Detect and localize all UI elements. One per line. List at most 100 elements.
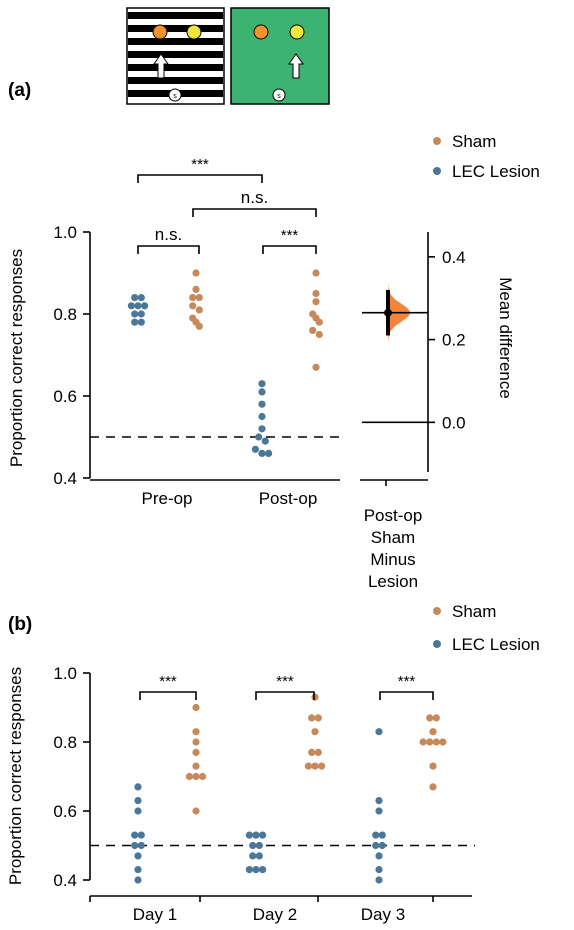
x-tick-label: Pre-op — [141, 489, 192, 508]
arena-stripe — [128, 25, 223, 32]
sham-point — [314, 748, 322, 757]
lesion-point — [252, 866, 260, 874]
sham-point — [192, 738, 200, 746]
sham-point — [192, 772, 200, 781]
lesion-point — [131, 831, 139, 839]
sham-point — [308, 714, 316, 722]
sham-point — [195, 322, 203, 330]
sham-point — [315, 330, 323, 339]
legend-sham-marker — [433, 607, 441, 615]
bracket-preop-lesion-vs-sham — [137, 245, 200, 254]
lesion-point — [134, 866, 142, 874]
lesion-point — [258, 449, 266, 457]
lesion-point — [251, 445, 259, 453]
orange-object-icon — [253, 24, 269, 40]
start-marker-label: s — [277, 93, 281, 100]
lesion-point — [134, 302, 142, 310]
sham-point — [304, 762, 312, 770]
lesion-point — [255, 433, 263, 441]
plot-layer: 0.4 0.6 0.8 1.0 Pre-op Post-op *** n.s. n.s. *** 0… — [53, 156, 475, 924]
lesion-point — [258, 425, 266, 433]
legend-lesion-label: LEC Lesion — [452, 162, 540, 181]
lesion-point — [137, 310, 145, 318]
y-tick-label: 0.8 — [53, 305, 77, 324]
lesion-point — [127, 302, 135, 310]
lesion-point — [375, 728, 383, 736]
yellow-object-icon — [289, 24, 305, 40]
sham-point — [311, 728, 319, 736]
bracket-preop-vs-postop-lesion — [137, 174, 263, 183]
lesion-point — [134, 797, 142, 805]
lesion-point — [131, 841, 139, 850]
effect-label-line-4: Lesion — [368, 572, 418, 591]
lesion-point — [259, 831, 267, 839]
lesion-point — [134, 807, 142, 815]
sham-point — [308, 748, 316, 757]
sham-point — [315, 318, 323, 326]
bracket-day1-label: *** — [159, 673, 177, 690]
legend-lesion-marker — [433, 640, 441, 648]
lesion-point — [375, 852, 383, 860]
bracket-postop-lesion-vs-sham-label: *** — [281, 227, 299, 244]
lesion-point — [258, 380, 266, 388]
lesion-point — [372, 831, 380, 839]
lesion-point — [255, 841, 263, 850]
lesion-point — [258, 388, 266, 396]
lesion-point — [378, 831, 386, 839]
mean-difference-tick-label: 0.2 — [442, 331, 466, 350]
x-tick-label: Post-op — [259, 489, 318, 508]
legend-b: Sham LEC Lesion — [433, 602, 540, 654]
x-tick-label: Day 1 — [133, 905, 177, 924]
x-tick-label: Day 3 — [361, 905, 405, 924]
arena-stripe — [128, 38, 223, 45]
sham-point — [192, 703, 200, 712]
arena-stripe — [128, 12, 223, 19]
lesion-point — [375, 866, 383, 874]
legend-lesion-label: LEC Lesion — [452, 635, 540, 654]
start-marker-label: s — [173, 93, 177, 100]
sham-point — [419, 738, 427, 746]
lesion-point — [137, 841, 145, 850]
bracket-day3-label: *** — [398, 673, 416, 690]
legend-sham-marker — [433, 137, 441, 145]
orange-object-icon — [152, 24, 168, 40]
lesion-point — [375, 876, 383, 884]
lesion-point — [375, 807, 383, 815]
sham-point — [311, 693, 319, 701]
lesion-point — [245, 866, 253, 874]
sham-point — [426, 738, 434, 746]
sham-point — [195, 294, 203, 302]
legend-lesion-marker — [433, 167, 441, 175]
mean-difference-axis-label: Mean difference — [496, 277, 515, 399]
bracket-preop-vs-postop-sham — [192, 208, 317, 217]
sham-point — [432, 738, 440, 746]
legend-sham-label: Sham — [452, 132, 496, 151]
bracket-preop-vs-postop-sham-label: n.s. — [241, 188, 268, 207]
lesion-point — [137, 318, 145, 326]
sham-point — [312, 363, 320, 371]
bracket-day1 — [139, 691, 197, 700]
sham-point — [439, 738, 447, 746]
sham-point — [192, 748, 200, 757]
arena-stripe — [128, 51, 223, 58]
lesion-point — [245, 831, 253, 839]
sham-point — [189, 302, 197, 310]
y-tick-label: 0.6 — [53, 387, 77, 406]
bracket-day3 — [379, 691, 434, 700]
yellow-object-icon — [186, 24, 202, 40]
lesion-point — [252, 831, 260, 839]
panel-a-y-axis-label: Proportion correct responses — [7, 249, 26, 467]
sham-point — [314, 714, 322, 722]
sham-point — [192, 762, 200, 770]
lesion-point — [378, 841, 386, 850]
sham-point — [429, 762, 437, 770]
lesion-point — [259, 866, 267, 874]
lesion-point — [131, 294, 139, 302]
arena-stripe — [128, 64, 223, 71]
sham-point — [192, 807, 200, 815]
x-tick-label: Day 2 — [253, 905, 297, 924]
bracket-day2-label: *** — [276, 673, 294, 690]
start-marker-icon — [168, 88, 182, 102]
lesion-point — [258, 400, 266, 408]
